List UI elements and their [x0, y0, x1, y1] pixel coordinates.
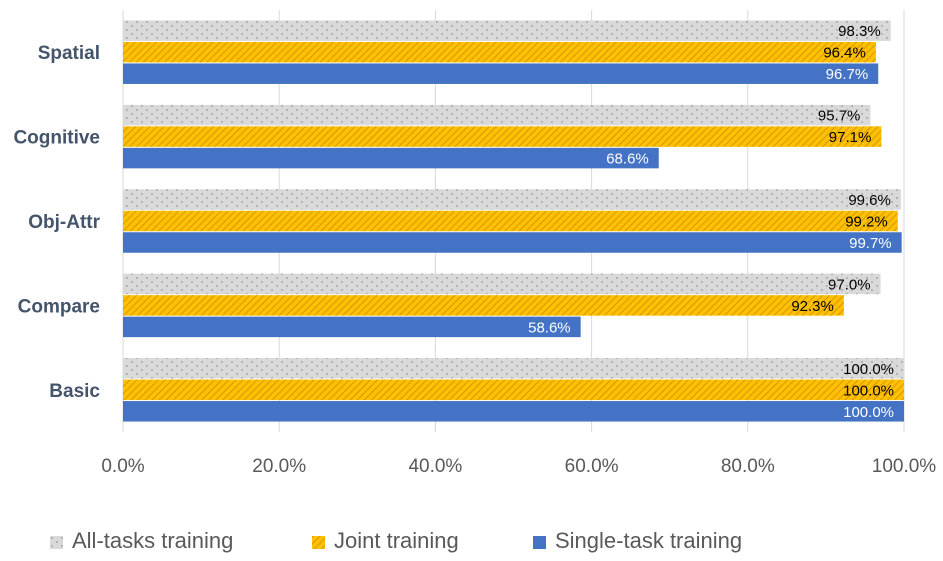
- x-tick-label: 60.0%: [565, 456, 619, 477]
- bar-joint-training-cognitive: [123, 126, 882, 147]
- data-label: 58.6%: [528, 319, 571, 336]
- data-labels: 98.3% 96.4% 96.7% 95.7% 97.1% 68.6% 99.6% 99.2%…: [528, 23, 894, 421]
- data-label: 100.0%: [843, 382, 894, 399]
- bar-joint-training-obj-attr: [123, 210, 898, 232]
- legend-swatch-all-tasks-training: [50, 536, 63, 549]
- bar-all-tasks-training-cognitive: [123, 104, 871, 126]
- legend-label-joint-training: Joint training: [334, 528, 459, 553]
- bar-joint-training-basic: [123, 379, 904, 401]
- category-label-cognitive: Cognitive: [13, 128, 100, 149]
- legend-label-single-task-training: Single-task training: [555, 528, 742, 553]
- category-labels: Spatial Cognitive Obj-Attr Compare Basic: [13, 43, 100, 402]
- bar-single-task-training-obj-attr: [123, 232, 902, 253]
- data-label: 95.7%: [818, 108, 861, 125]
- data-label: 99.7%: [849, 235, 892, 252]
- x-axis-ticks: 0.0% 20.0% 40.0% 60.0% 80.0% 100.0%: [101, 456, 936, 477]
- bar-all-tasks-training-compare: [123, 273, 881, 295]
- data-label: 99.6%: [848, 192, 891, 209]
- data-label: 100.0%: [843, 361, 894, 378]
- bar-joint-training-spatial: [123, 41, 876, 63]
- data-label: 96.7%: [826, 66, 869, 83]
- x-tick-label: 100.0%: [872, 456, 937, 477]
- bar-all-tasks-training-spatial: [123, 20, 891, 41]
- data-label: 96.4%: [823, 45, 866, 62]
- category-label-compare: Compare: [18, 296, 100, 317]
- bar-single-task-training-spatial: [123, 63, 879, 84]
- category-label-basic: Basic: [49, 381, 100, 402]
- category-label-obj-attr: Obj-Attr: [28, 212, 100, 233]
- legend-swatch-single-task-training: [533, 536, 546, 549]
- data-label: 100.0%: [843, 404, 894, 421]
- x-tick-label: 0.0%: [101, 456, 144, 477]
- x-tick-label: 40.0%: [408, 456, 462, 477]
- bar-single-task-training-basic: [123, 401, 904, 422]
- bar-single-task-training-compare: [123, 316, 581, 338]
- data-label: 97.0%: [828, 276, 871, 293]
- legend-swatch-joint-training: [312, 536, 325, 549]
- x-tick-label: 80.0%: [721, 456, 775, 477]
- bar-all-tasks-training-obj-attr: [123, 189, 901, 210]
- bar-single-task-training-cognitive: [123, 147, 659, 169]
- data-label: 68.6%: [606, 151, 649, 168]
- legend-label-all-tasks-training: All-tasks training: [72, 528, 233, 553]
- data-label: 98.3%: [838, 23, 881, 40]
- data-label: 99.2%: [845, 214, 888, 231]
- data-label: 97.1%: [829, 129, 872, 146]
- bars: [123, 20, 904, 422]
- bar-joint-training-compare: [123, 295, 844, 316]
- category-label-spatial: Spatial: [38, 43, 100, 64]
- data-label: 92.3%: [791, 298, 834, 315]
- legend: All-tasks training Joint training Single-t…: [50, 528, 742, 553]
- x-tick-label: 20.0%: [252, 456, 306, 477]
- bar-all-tasks-training-basic: [123, 358, 904, 379]
